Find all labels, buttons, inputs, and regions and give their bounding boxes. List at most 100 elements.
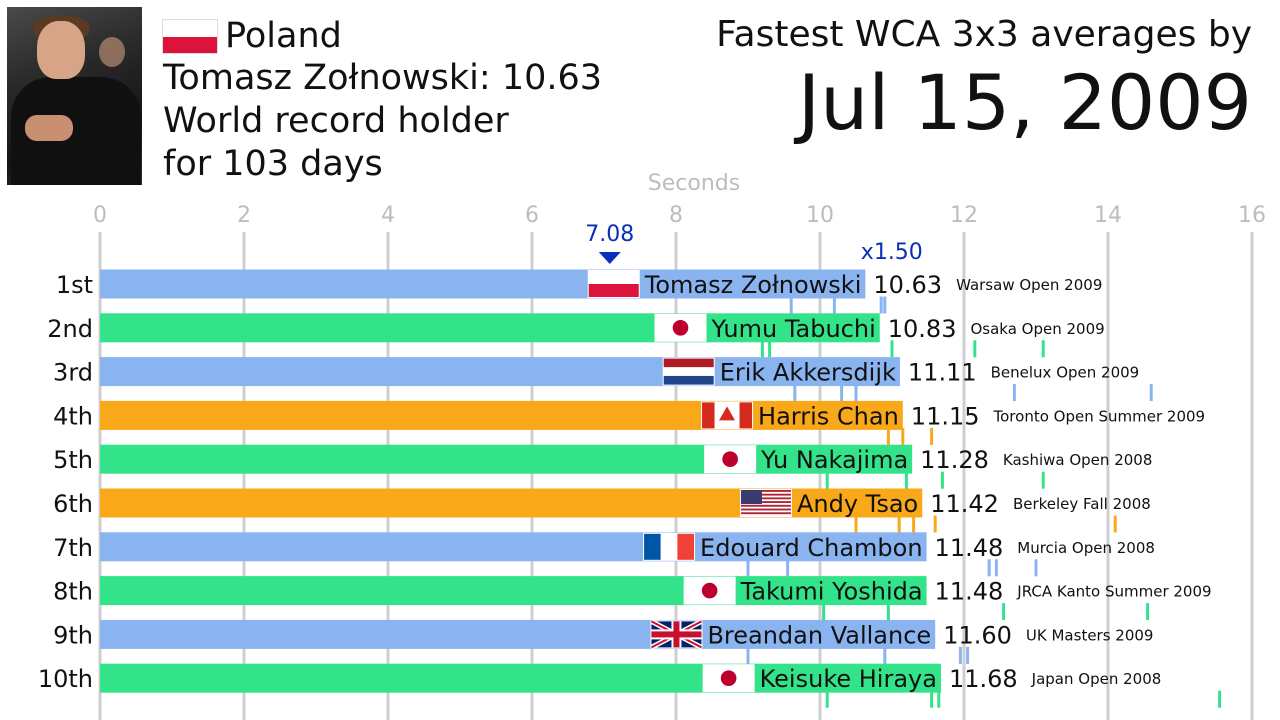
solve-tick xyxy=(901,427,905,445)
bar xyxy=(100,444,913,474)
bar xyxy=(100,619,936,649)
flag-band xyxy=(702,402,715,429)
canada-flag-icon xyxy=(702,402,753,429)
solve-tick xyxy=(768,340,772,358)
rank-label: 8th xyxy=(53,578,93,606)
solve-tick xyxy=(940,471,944,489)
flag-band xyxy=(588,271,639,284)
x-tick-label: 14 xyxy=(1094,203,1122,228)
solve-tick xyxy=(832,296,836,314)
rank-label: 1st xyxy=(56,271,93,299)
competitor-name: Keisuke Hiraya xyxy=(760,665,937,693)
competitor-name: Yu Nakajima xyxy=(760,446,908,474)
flag-stripe xyxy=(740,497,791,500)
solve-tick xyxy=(1034,559,1038,577)
japan-flag-icon xyxy=(655,314,706,341)
japan-flag-icon xyxy=(703,665,754,692)
flag-canton xyxy=(740,490,762,505)
solve-tick xyxy=(786,559,790,577)
solve-tick xyxy=(1002,603,1006,621)
competition-label: JRCA Kanto Summer 2009 xyxy=(1016,583,1211,601)
flag-stripe xyxy=(740,493,791,496)
solve-tick xyxy=(883,646,887,664)
flag-band xyxy=(663,358,714,368)
solve-tick xyxy=(912,515,916,533)
flag-band xyxy=(660,533,678,560)
solve-tick xyxy=(930,427,934,445)
solve-tick xyxy=(1041,471,1045,489)
value-label: 11.48 xyxy=(935,534,1004,562)
value-label: 11.15 xyxy=(911,402,980,430)
solve-tick xyxy=(904,471,908,489)
poland-flag-icon xyxy=(162,19,218,54)
solve-tick xyxy=(886,427,890,445)
multiplier-label: x1.50 xyxy=(861,240,923,265)
france-flag-icon xyxy=(644,533,695,560)
japan-flag-icon xyxy=(705,446,756,473)
holder-line-1: World record holder xyxy=(163,101,509,141)
competitor-name: Andy Tsao xyxy=(797,490,918,518)
solve-tick xyxy=(890,340,894,358)
rank-label: 2nd xyxy=(47,315,93,343)
solve-tick xyxy=(966,646,970,664)
bar xyxy=(100,663,941,693)
solve-tick xyxy=(789,296,793,314)
rank-label: 4th xyxy=(53,402,93,430)
competition-label: Murcia Open 2008 xyxy=(1017,539,1155,557)
solve-tick xyxy=(760,340,764,358)
solve-tick xyxy=(1041,340,1045,358)
solve-tick xyxy=(987,559,991,577)
solve-tick xyxy=(854,384,858,402)
bar xyxy=(100,400,903,430)
japan-flag-icon xyxy=(684,577,735,604)
x-tick-label: 10 xyxy=(806,203,834,228)
solve-tick xyxy=(840,384,844,402)
country-label: Poland xyxy=(225,16,342,56)
rank-label: 9th xyxy=(53,621,93,649)
solve-tick xyxy=(994,559,998,577)
solve-tick xyxy=(1012,384,1016,402)
solve-tick xyxy=(746,559,750,577)
competition-label: Warsaw Open 2009 xyxy=(956,276,1102,294)
bar xyxy=(100,576,927,606)
holder-photo xyxy=(7,7,142,185)
chart-date: Jul 15, 2009 xyxy=(797,58,1252,147)
solve-tick xyxy=(854,515,858,533)
bar xyxy=(100,269,866,299)
value-label: 10.63 xyxy=(873,271,942,299)
rank-label: 7th xyxy=(53,534,93,562)
competitor-name: Yumu Tabuchi xyxy=(711,315,876,343)
bar xyxy=(100,357,900,387)
value-label: 11.11 xyxy=(908,359,977,387)
flag-band xyxy=(663,367,714,376)
solve-tick xyxy=(886,603,890,621)
x-tick-label: 16 xyxy=(1238,203,1266,228)
solve-tick xyxy=(1146,603,1150,621)
competitor-name: Erik Akkersdijk xyxy=(720,359,896,387)
netherlands-flag-icon xyxy=(663,358,714,385)
rank-label: 6th xyxy=(53,490,93,518)
flag-stripe xyxy=(740,512,791,515)
flag-band xyxy=(739,402,753,429)
poland-flag-icon xyxy=(588,271,639,297)
bar xyxy=(100,532,927,562)
wr-marker-icon xyxy=(598,252,621,264)
solve-tick xyxy=(973,340,977,358)
record-line: Tomasz Zołnowski: 10.63 xyxy=(163,58,603,98)
solve-tick xyxy=(897,515,901,533)
flag-stripe xyxy=(740,504,791,507)
flag-stripe xyxy=(740,501,791,503)
uk-flag-icon xyxy=(650,619,703,650)
flag-disc xyxy=(672,320,689,336)
solve-tick xyxy=(937,690,941,708)
competitor-name: Breandan Vallance xyxy=(707,621,931,649)
rank-label: 10th xyxy=(38,665,93,693)
value-label: 11.48 xyxy=(935,578,1004,606)
solve-tick xyxy=(1218,690,1222,708)
value-label: 11.28 xyxy=(920,446,989,474)
x-tick-label: 4 xyxy=(381,203,395,228)
competitor-name: Harris Chan xyxy=(758,402,899,430)
solve-tick xyxy=(822,603,826,621)
rank-label: 5th xyxy=(53,446,93,474)
competitor-name: Tomasz Zołnowski xyxy=(644,271,862,299)
